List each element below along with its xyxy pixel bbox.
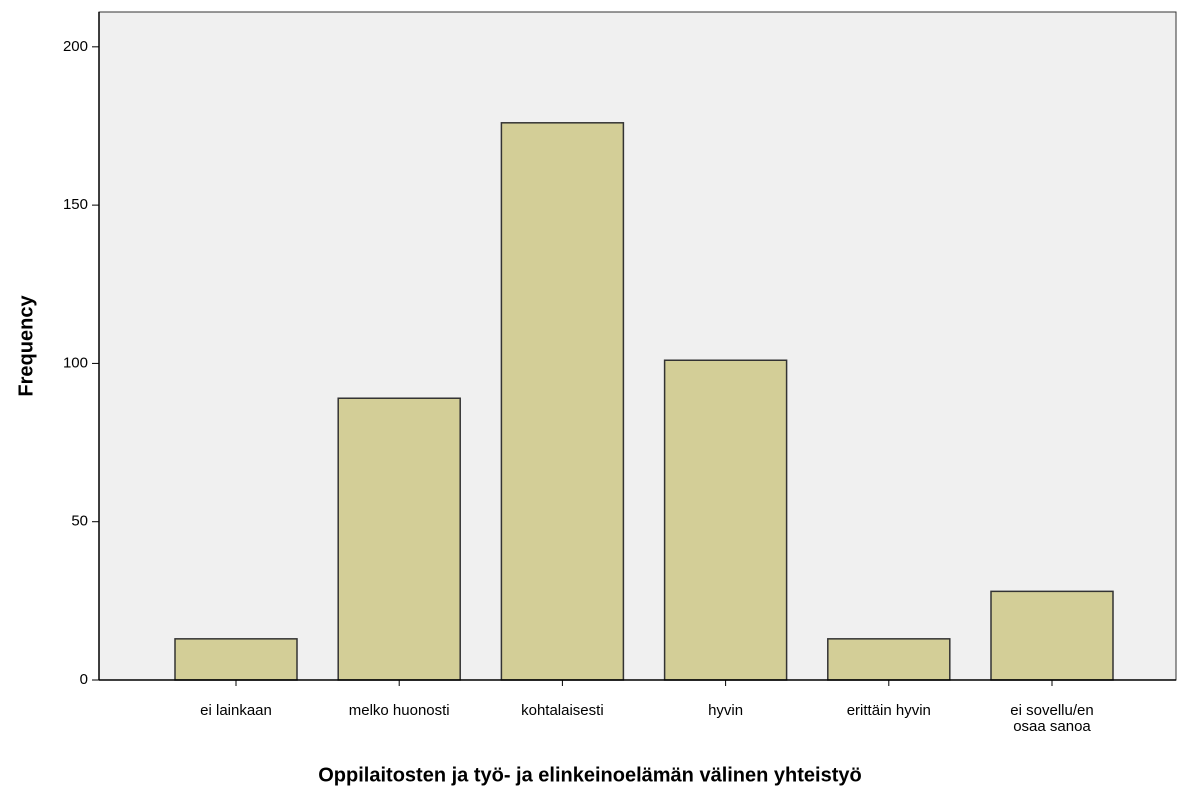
bar <box>174 638 298 681</box>
y-tick-label: 50 <box>71 513 88 530</box>
x-tick-label: melko huonosti <box>348 702 450 719</box>
y-tick-label: 0 <box>80 671 88 688</box>
x-tick-label: ei sovellu/en osaa sanoa <box>1010 702 1094 735</box>
x-tick-label: hyvin <box>708 702 744 719</box>
x-axis-title: Oppilaitosten ja työ- ja elinkeinoelämän… <box>318 764 861 786</box>
x-tick-label: ei lainkaan <box>200 702 272 719</box>
bar <box>500 122 625 681</box>
x-tick-label: erittäin hyvin <box>846 702 931 719</box>
bar <box>663 359 788 681</box>
bar <box>990 590 1114 681</box>
y-tick-label: 200 <box>63 38 88 55</box>
bar <box>827 638 951 681</box>
plot-area <box>98 11 1177 681</box>
bar <box>337 397 461 681</box>
x-tick-label: kohtalaisesti <box>521 702 604 719</box>
y-tick-label: 150 <box>63 196 88 213</box>
y-tick-label: 100 <box>63 354 88 371</box>
y-axis-title: Frequency <box>15 295 37 397</box>
